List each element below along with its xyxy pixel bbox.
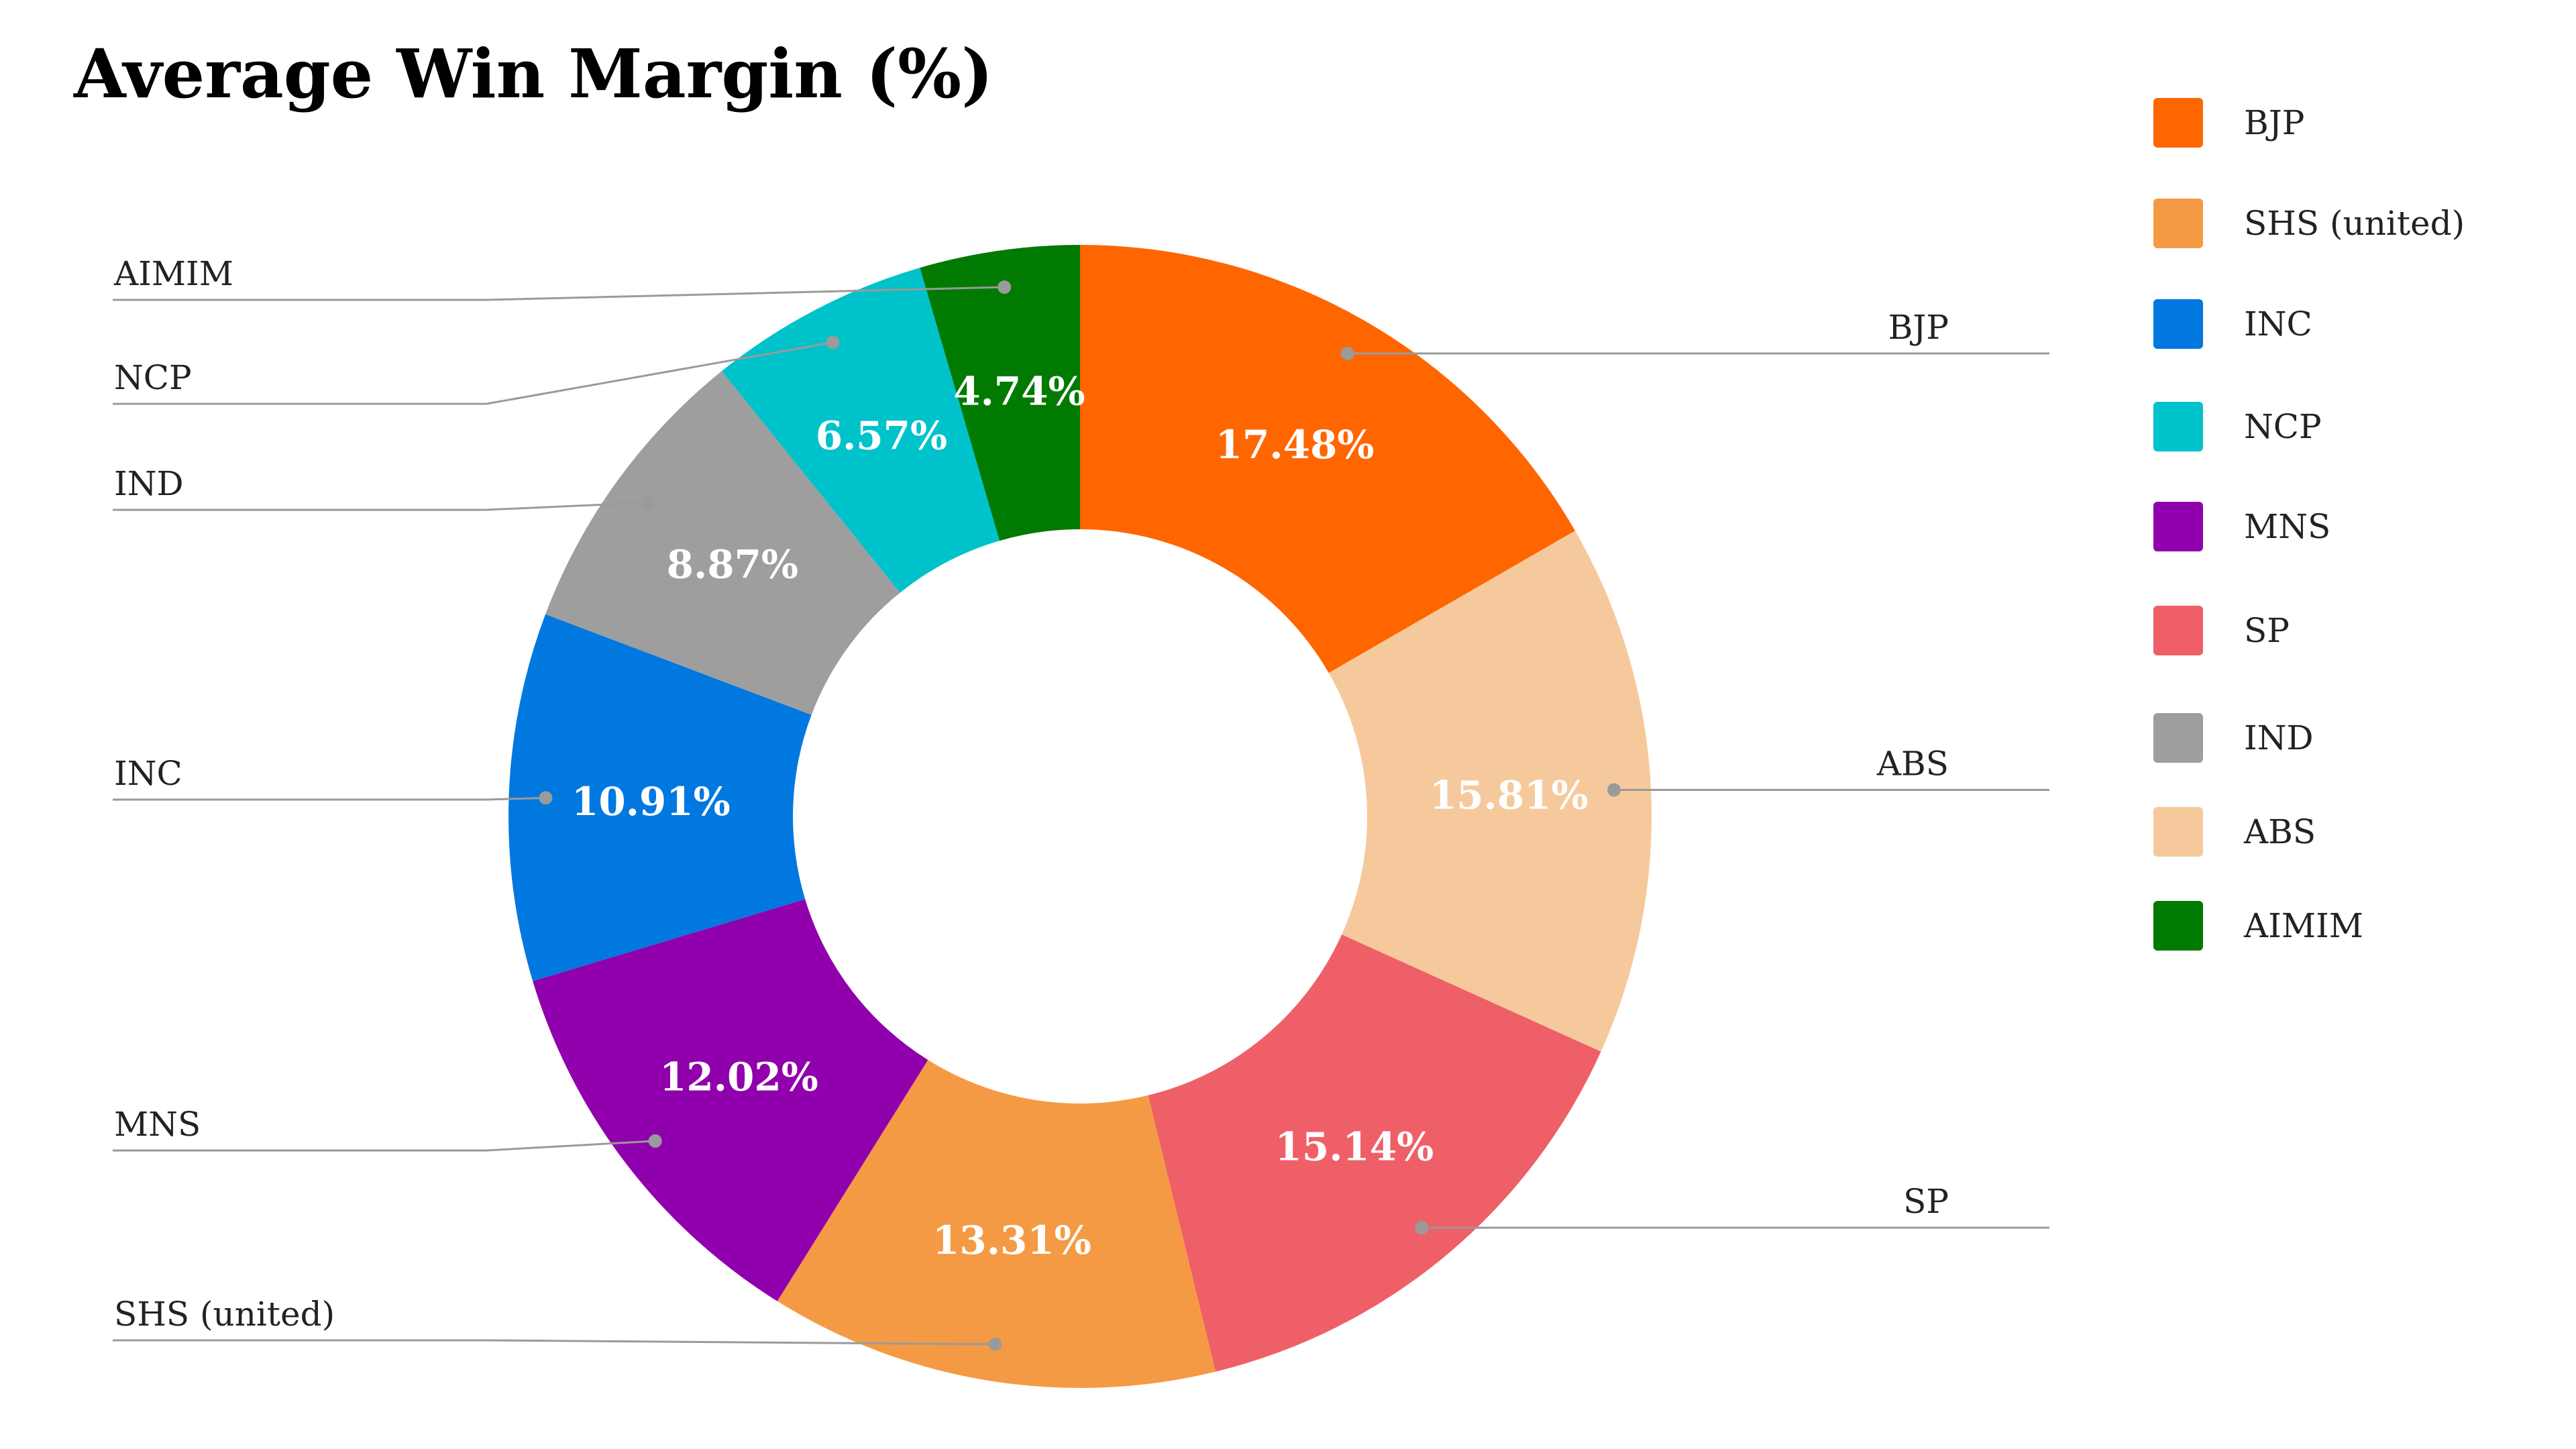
callout-dot-sp [1415, 1221, 1429, 1235]
legend-swatch-sp [2153, 606, 2203, 655]
callouts-layer: BJP ABS SP SHS (united) MNS INC IND NCP AIMIM [113, 254, 2049, 1351]
legend-swatch-abs [2153, 807, 2203, 857]
callout-dot-ind [640, 496, 654, 510]
callout-dot-aimim [998, 280, 1012, 294]
callout-line-inc [113, 796, 546, 801]
callout-label-inc: INC [114, 754, 182, 793]
slice-ind [545, 371, 900, 715]
legend-label-bjp: BJP [2244, 103, 2304, 142]
value-label-mns: 12.02% [659, 1055, 818, 1100]
legend-label-inc: INC [2244, 305, 2312, 343]
value-label-sp: 15.14% [1275, 1124, 1434, 1169]
value-label-ncp: 6.57% [816, 413, 947, 459]
legend-label-mns: MNS [2244, 507, 2330, 546]
callout-label-mns: MNS [114, 1105, 201, 1144]
callout-dot-bjp [1340, 346, 1354, 360]
legend-swatch-shs-united [2153, 199, 2203, 248]
legend-label-sp: SP [2244, 611, 2290, 650]
callout-dot-shs-united [988, 1337, 1002, 1351]
chart-title: Average Win Margin (%) [73, 34, 993, 113]
callout-label-ncp: NCP [114, 358, 192, 397]
legend: BJP SHS (united) INC NCP MNS SP IND ABS AIMIM [2153, 98, 2465, 951]
callout-label-aimim: AIMIM [113, 254, 233, 293]
callout-dot-inc [539, 791, 553, 805]
callout-label-abs: ABS [1876, 744, 1949, 783]
value-label-shs-united: 13.31% [932, 1218, 1091, 1263]
legend-label-ncp: NCP [2244, 407, 2322, 446]
legend-swatch-bjp [2153, 98, 2203, 148]
slice-bjp [1080, 245, 1575, 674]
legend-swatch-ncp [2153, 402, 2203, 451]
callout-line-mns [113, 1140, 655, 1152]
value-label-aimim: 4.74% [953, 368, 1085, 414]
callout-dot-ncp [826, 335, 840, 350]
slice-aimim [920, 245, 1080, 541]
callout-dot-mns [648, 1134, 662, 1148]
callout-dot-abs [1607, 783, 1621, 797]
callout-line-ind [113, 501, 647, 511]
slice-inc [508, 614, 812, 981]
legend-swatch-inc [2153, 299, 2203, 349]
slices-layer: 17.48% 15.81% 15.14% 13.31% 12.02% 10.91% 8.87… [508, 245, 1652, 1388]
legend-label-abs: ABS [2243, 812, 2316, 851]
legend-swatch-ind [2153, 713, 2203, 763]
callout-line-aimim [113, 286, 1005, 301]
legend-swatch-mns [2153, 502, 2203, 551]
legend-label-aimim: AIMIM [2243, 906, 2363, 945]
value-label-abs: 15.81% [1430, 772, 1589, 818]
value-label-bjp: 17.48% [1216, 422, 1375, 468]
value-label-inc: 10.91% [572, 779, 731, 824]
legend-label-shs-united: SHS (united) [2244, 204, 2465, 243]
callout-line-shs-united [113, 1339, 996, 1346]
callout-line-ncp [113, 341, 833, 405]
value-label-ind: 8.87% [667, 541, 798, 587]
callout-label-sp: SP [1903, 1182, 1949, 1221]
callout-label-bjp: BJP [1888, 308, 1949, 347]
slice-abs [1328, 531, 1652, 1052]
legend-label-ind: IND [2244, 718, 2314, 757]
callout-label-shs-united: SHS (united) [114, 1295, 335, 1334]
callout-label-ind: IND [114, 464, 184, 503]
slice-sp [1148, 934, 1601, 1372]
legend-swatch-aimim [2153, 901, 2203, 951]
slice-shs-united [777, 1060, 1216, 1388]
slice-mns [533, 899, 928, 1301]
